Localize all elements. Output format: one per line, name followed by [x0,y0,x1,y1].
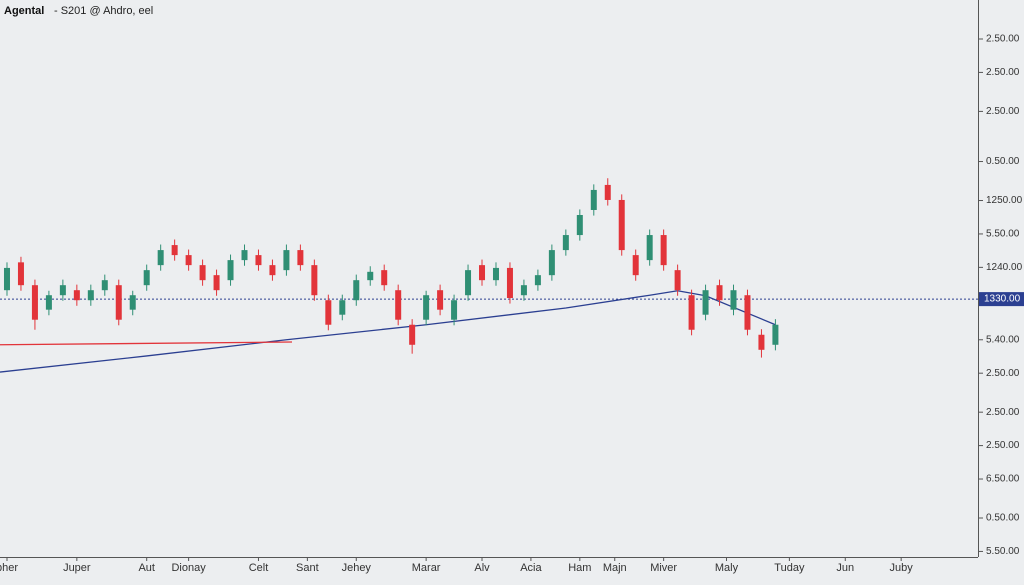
x-tick-label: Maly [715,562,739,574]
x-tick-label: Juper [63,562,91,574]
candle-body [744,295,751,330]
chart-subtitle: - S201 @ Ahdro, eel [54,5,153,17]
candle-body [423,295,430,320]
y-tick-label: 2.50.00 [986,67,1020,78]
candle-body [409,324,416,345]
x-tick-label: Jehey [342,562,372,574]
candle-body [17,262,24,286]
candle-body [45,295,52,310]
candle-body [548,250,555,276]
x-tick-label: Celt [249,562,269,574]
candle-body [618,199,625,251]
y-tick-label: 5.50.00 [986,229,1020,240]
candle-body [31,285,38,320]
indicator-line [0,341,293,346]
indicator-line [0,290,776,373]
candle-body [115,285,122,320]
candle-body [437,290,444,310]
x-tick-label: Miver [650,562,677,574]
x-tick-label: Juby [890,562,914,574]
candle-body [534,275,541,286]
candle-body [129,295,136,310]
candle-body [143,270,150,286]
candle-body [353,280,360,301]
candle-body [590,189,597,210]
x-tick-label: Alv [474,562,490,574]
candle-body [213,275,220,291]
y-tick-label: 2.50.00 [986,407,1020,418]
candle-body [730,290,737,310]
candle-body [367,271,374,281]
x-tick-label: Aut [138,562,155,574]
last-price-label: 1330.00 [984,294,1021,305]
y-tick-label: 0.50.00 [986,156,1020,167]
candle-body [59,285,66,296]
candle-body [283,250,290,271]
x-tick-label: Sant [296,562,319,574]
candle-body [199,265,206,281]
x-tick-label: Jun [836,562,854,574]
y-tick-label: 1250.00 [986,195,1023,206]
candle-body [297,250,304,266]
y-tick-label: 5.50.00 [986,546,1020,557]
x-tick-label: pher [0,562,18,574]
candle-body [451,300,458,320]
x-tick-label: Dionay [171,562,206,574]
x-tick-label: Majn [603,562,627,574]
candle-body [492,267,499,281]
candle-body [520,285,527,296]
y-tick-label: 2.50.00 [986,34,1020,45]
candle-body [465,270,472,296]
candle-body [255,255,262,266]
candle-body [73,290,80,301]
candle-body [171,245,178,256]
candle-body [646,235,653,261]
candle-body [758,334,765,350]
candle-body [185,255,192,266]
candle-body [716,285,723,301]
candle-body [101,280,108,291]
candle-body [688,295,695,330]
candle-body [241,250,248,261]
y-tick-label: 6.50.00 [986,474,1020,485]
candle-body [632,255,639,276]
y-tick-label: 2.50.00 [986,440,1020,451]
candle-body [87,290,94,301]
candle-body [479,265,486,281]
x-tick-label: Ham [568,562,591,574]
candle-body [506,267,513,298]
y-tick-label: 0.50.00 [986,513,1020,524]
candle-body [381,270,388,286]
candle-body [325,300,332,325]
candle-body [702,290,709,315]
candle-body [339,300,346,315]
x-tick-label: Acia [520,562,542,574]
candle-body [674,270,681,291]
y-tick-label: 2.50.00 [986,368,1020,379]
candle-body [604,184,611,200]
y-tick-label: 2.50.00 [986,106,1020,117]
candle-body [395,290,402,320]
candle-body [562,235,569,251]
chart-title: Agental [4,5,44,17]
candle-body [576,215,583,236]
y-tick-label: 5.40.00 [986,334,1020,345]
candle-body [3,267,10,291]
candle-body [269,265,276,276]
y-tick-label: 1240.00 [986,262,1023,273]
candle-body [772,324,779,345]
candle-body [311,265,318,296]
last-price-box [979,292,1024,307]
candle-body [157,250,164,266]
candle-body [660,235,667,266]
x-tick-label: Tuday [774,562,805,574]
x-tick-label: Marar [412,562,441,574]
candle-body [227,260,234,281]
